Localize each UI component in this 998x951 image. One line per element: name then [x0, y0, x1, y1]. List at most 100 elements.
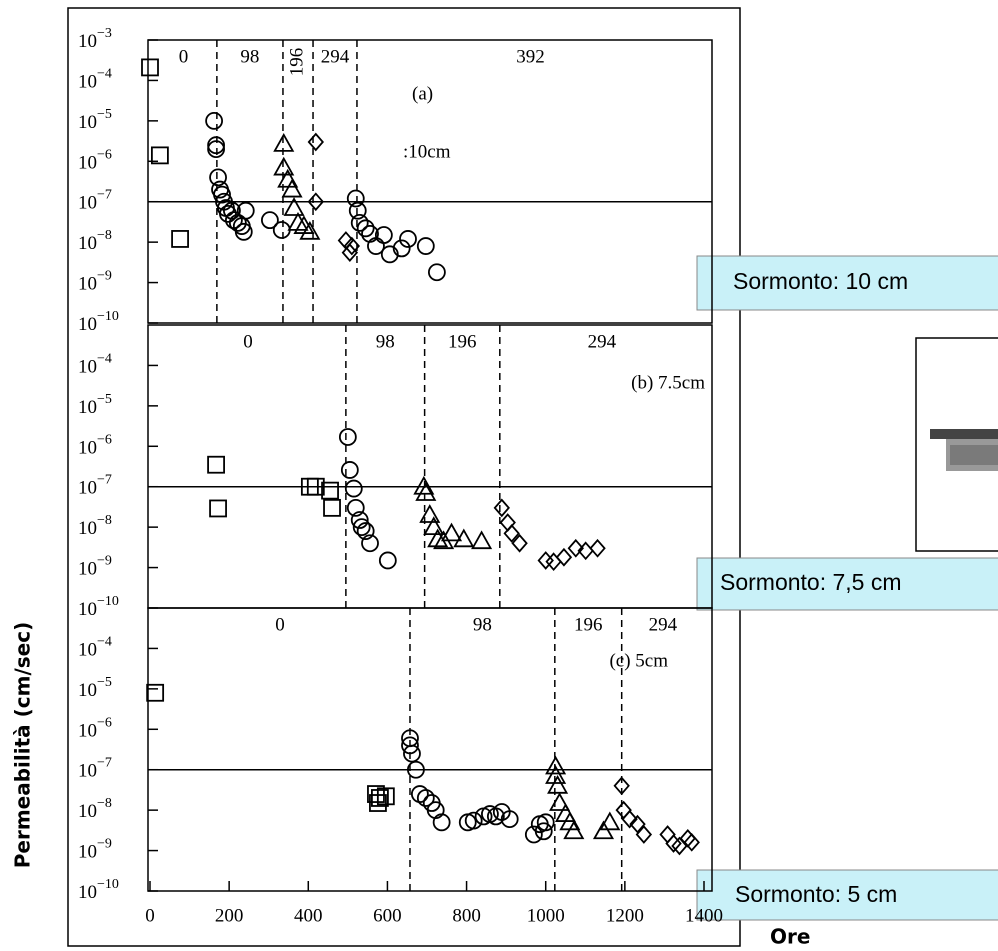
data-point [500, 810, 519, 829]
data-point [272, 221, 291, 239]
data-point [367, 785, 385, 803]
data-point [615, 800, 632, 820]
data-point [299, 220, 321, 240]
data-point [344, 479, 363, 498]
y-axis-label: Permeabilità (cm/sec) [11, 622, 35, 869]
data-point [401, 736, 419, 755]
data-point [374, 226, 393, 244]
y-tick-label: 10−3 [78, 26, 112, 52]
data-point [416, 237, 435, 255]
stage-label: 196 [448, 331, 477, 352]
x-tick-label: 800 [452, 905, 481, 926]
y-tick-label: 10−6 [78, 433, 112, 459]
data-point [432, 813, 451, 832]
data-point [554, 803, 577, 822]
data-point [547, 774, 569, 794]
data-point [371, 789, 389, 807]
data-point [207, 455, 225, 474]
data-point [486, 807, 505, 826]
data-point [356, 219, 375, 238]
plot-frame [147, 324, 713, 609]
data-point [659, 825, 676, 844]
data-point [545, 765, 567, 784]
data-point [413, 475, 435, 495]
data-point [219, 204, 237, 223]
y-tick-label: 10−10 [78, 309, 119, 335]
data-point [621, 809, 638, 829]
plot-frame [147, 39, 713, 324]
data-point [306, 477, 325, 496]
data-point [213, 185, 231, 204]
stage-label: 196 [574, 614, 603, 635]
figure-border [67, 7, 741, 947]
y-tick-label: 10−7 [78, 188, 112, 214]
data-point [453, 528, 475, 548]
data-point [592, 820, 615, 840]
stage-label: 98 [240, 46, 259, 67]
data-point [563, 820, 585, 840]
callout: Sormonto: 5 cm [696, 869, 998, 921]
data-point [536, 813, 555, 832]
data-point [427, 263, 446, 282]
y-tick-label: 10−7 [78, 473, 112, 499]
data-point [440, 522, 463, 542]
y-tick-label: 10−5 [78, 675, 112, 701]
y-tick-label: 10−7 [78, 756, 112, 782]
x-tick-label: 400 [294, 905, 323, 926]
y-tick-label: 10−8 [78, 228, 112, 254]
data-point [228, 213, 247, 232]
stage-label: 294 [649, 614, 678, 635]
data-point [380, 245, 399, 264]
y-tick-label: 10−5 [78, 107, 112, 133]
data-point [376, 787, 395, 806]
y-tick-label: 10−8 [78, 796, 112, 822]
data-point [427, 528, 449, 548]
data-point [273, 156, 295, 176]
data-point [171, 230, 189, 248]
x-tick-label: 0 [145, 905, 155, 926]
data-point [323, 498, 341, 517]
stage-label: 0 [275, 614, 285, 635]
data-point [635, 825, 653, 844]
data-point [555, 547, 573, 567]
data-point [399, 230, 417, 248]
stage-label: 0 [243, 331, 253, 352]
data-point [471, 530, 493, 550]
data-point [236, 201, 255, 220]
stage-label: 98 [376, 331, 395, 352]
data-point [524, 825, 543, 844]
data-point [150, 146, 169, 165]
stage-label: 294 [321, 46, 350, 67]
y-tick-label: 10−10 [78, 877, 119, 903]
callout-text: Sormonto: 10 cm [733, 268, 908, 294]
y-tick-label: 10−8 [78, 513, 112, 539]
data-point [141, 58, 159, 77]
stage-label: 392 [516, 46, 545, 67]
x-tick-label: 1200 [606, 905, 644, 926]
data-point [321, 481, 339, 500]
data-point [361, 534, 379, 553]
data-point [340, 461, 359, 479]
x-axis-label: Ore [770, 925, 810, 949]
data-point [307, 192, 325, 212]
x-tick-label: 1000 [527, 905, 565, 926]
y-tick-label: 10−6 [78, 148, 112, 174]
callout-text: Sormonto: 5 cm [735, 881, 897, 907]
data-point [567, 538, 584, 558]
data-point [464, 811, 483, 830]
data-point [423, 516, 445, 536]
x-tick-label: 200 [215, 905, 244, 926]
data-point [209, 499, 227, 518]
stage-label: 196 [286, 48, 307, 77]
data-point [146, 683, 165, 702]
annotation: (a) [412, 83, 433, 104]
data-point [283, 197, 305, 216]
data-point [273, 133, 295, 152]
callout: Sormonto: 7,5 cm [696, 557, 998, 611]
x-tick-label: 1400 [685, 905, 723, 926]
data-point [511, 533, 528, 553]
data-point [234, 222, 253, 241]
data-point [281, 178, 303, 198]
data-point [207, 136, 225, 155]
data-point [348, 201, 367, 220]
